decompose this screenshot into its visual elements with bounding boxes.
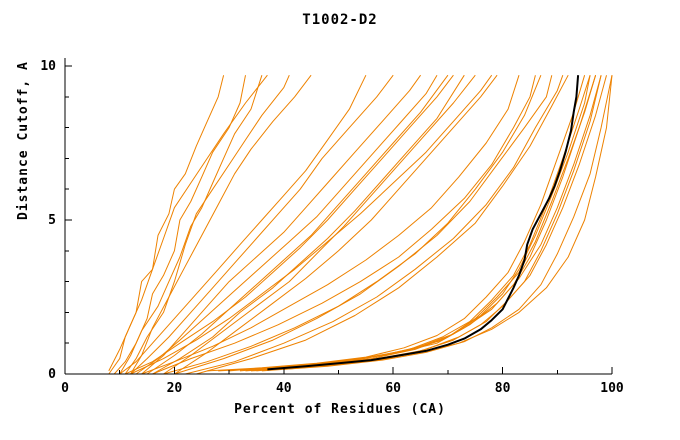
series-line <box>108 75 225 375</box>
y-tick-label: 0 <box>48 367 56 382</box>
y-tick-label: 10 <box>40 59 56 74</box>
x-axis-label: Percent of Residues (CA) <box>234 402 446 417</box>
x-tick-label: 40 <box>276 381 292 396</box>
series-line <box>283 75 607 370</box>
series-line <box>185 75 564 375</box>
series-line <box>119 74 367 375</box>
x-tick-label: 0 <box>61 381 69 396</box>
series-line <box>130 74 493 375</box>
series-line <box>108 74 268 372</box>
series-line <box>124 74 290 375</box>
series-line <box>163 75 542 375</box>
x-tick-label: 80 <box>495 381 511 396</box>
series-line <box>239 75 602 372</box>
series-line <box>174 74 498 375</box>
series-line <box>146 74 449 375</box>
y-tick-label: 5 <box>48 213 56 228</box>
series-line <box>130 74 312 375</box>
series-line <box>256 75 597 372</box>
series-line <box>152 75 536 375</box>
x-tick-label: 60 <box>385 381 401 396</box>
series-line <box>152 74 465 375</box>
series-line <box>261 75 613 372</box>
series-line <box>207 75 586 372</box>
x-tick-label: 100 <box>600 381 624 396</box>
x-tick-label: 20 <box>167 381 183 396</box>
chart-title: T1002-D2 <box>302 12 378 28</box>
series-line <box>196 74 569 375</box>
series-line <box>141 74 422 375</box>
series-line <box>130 74 394 375</box>
series-line <box>174 75 553 375</box>
highlighted-series-line <box>267 75 580 371</box>
series-line <box>163 74 476 375</box>
series-line <box>119 75 263 375</box>
series-line <box>141 75 520 375</box>
series-line <box>124 74 454 375</box>
series-line <box>250 75 613 372</box>
series-line <box>135 74 438 375</box>
